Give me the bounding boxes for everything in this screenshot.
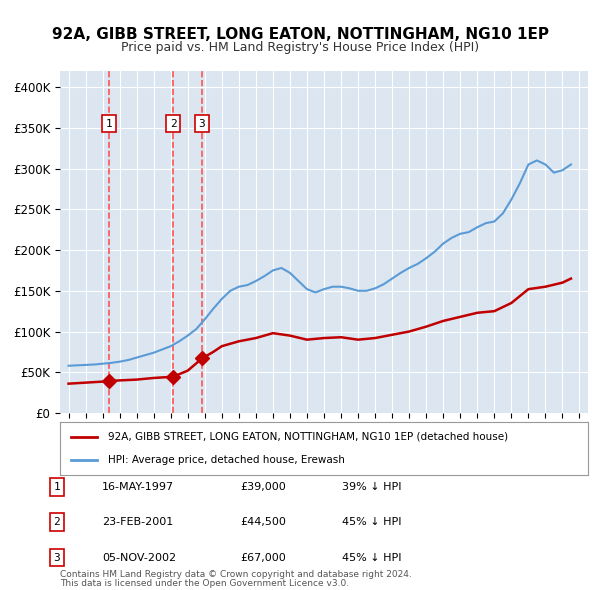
Text: 45% ↓ HPI: 45% ↓ HPI <box>342 553 401 562</box>
Text: £39,000: £39,000 <box>240 482 286 491</box>
Text: Price paid vs. HM Land Registry's House Price Index (HPI): Price paid vs. HM Land Registry's House … <box>121 41 479 54</box>
Text: 92A, GIBB STREET, LONG EATON, NOTTINGHAM, NG10 1EP (detached house): 92A, GIBB STREET, LONG EATON, NOTTINGHAM… <box>107 432 508 442</box>
Text: 16-MAY-1997: 16-MAY-1997 <box>102 482 174 491</box>
Text: 3: 3 <box>53 553 61 562</box>
Text: 1: 1 <box>106 119 112 129</box>
Text: 2: 2 <box>53 517 61 527</box>
Text: HPI: Average price, detached house, Erewash: HPI: Average price, detached house, Erew… <box>107 455 344 465</box>
Text: £44,500: £44,500 <box>240 517 286 527</box>
Text: 2: 2 <box>170 119 176 129</box>
Text: Contains HM Land Registry data © Crown copyright and database right 2024.: Contains HM Land Registry data © Crown c… <box>60 571 412 579</box>
Text: 45% ↓ HPI: 45% ↓ HPI <box>342 517 401 527</box>
Text: 05-NOV-2002: 05-NOV-2002 <box>102 553 176 562</box>
Text: £67,000: £67,000 <box>240 553 286 562</box>
Text: 3: 3 <box>199 119 205 129</box>
Text: 1: 1 <box>53 482 61 491</box>
Text: This data is licensed under the Open Government Licence v3.0.: This data is licensed under the Open Gov… <box>60 579 349 588</box>
Text: 23-FEB-2001: 23-FEB-2001 <box>102 517 173 527</box>
Text: 39% ↓ HPI: 39% ↓ HPI <box>342 482 401 491</box>
Text: 92A, GIBB STREET, LONG EATON, NOTTINGHAM, NG10 1EP: 92A, GIBB STREET, LONG EATON, NOTTINGHAM… <box>52 27 548 41</box>
